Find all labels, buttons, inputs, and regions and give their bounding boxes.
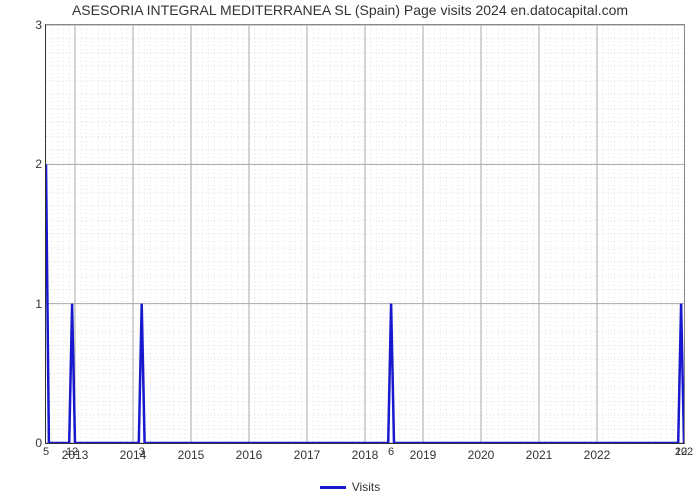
x-secondary-label: 3 (139, 446, 145, 458)
y-tick-label: 3 (28, 18, 42, 32)
x-tick-label: 2022 (584, 448, 611, 462)
legend-label: Visits (352, 480, 380, 494)
x-secondary-label: 202 (675, 446, 693, 458)
y-tick-label: 2 (28, 157, 42, 171)
x-tick-label: 2019 (410, 448, 437, 462)
x-tick-label: 2015 (178, 448, 205, 462)
y-tick-label: 0 (28, 436, 42, 450)
x-secondary-label: 6 (388, 446, 394, 458)
legend: Visits (0, 480, 700, 494)
x-tick-label: 2017 (294, 448, 321, 462)
x-tick-label: 2016 (236, 448, 263, 462)
plot-area (45, 24, 685, 444)
x-tick-label: 2020 (468, 448, 495, 462)
chart-title: ASESORIA INTEGRAL MEDITERRANEA SL (Spain… (0, 2, 700, 18)
x-secondary-label: 12 (66, 446, 78, 458)
x-tick-label: 2021 (526, 448, 553, 462)
y-tick-label: 1 (28, 297, 42, 311)
x-tick-label: 2018 (352, 448, 379, 462)
legend-swatch (320, 486, 346, 489)
x-secondary-label: 5 (43, 446, 49, 458)
